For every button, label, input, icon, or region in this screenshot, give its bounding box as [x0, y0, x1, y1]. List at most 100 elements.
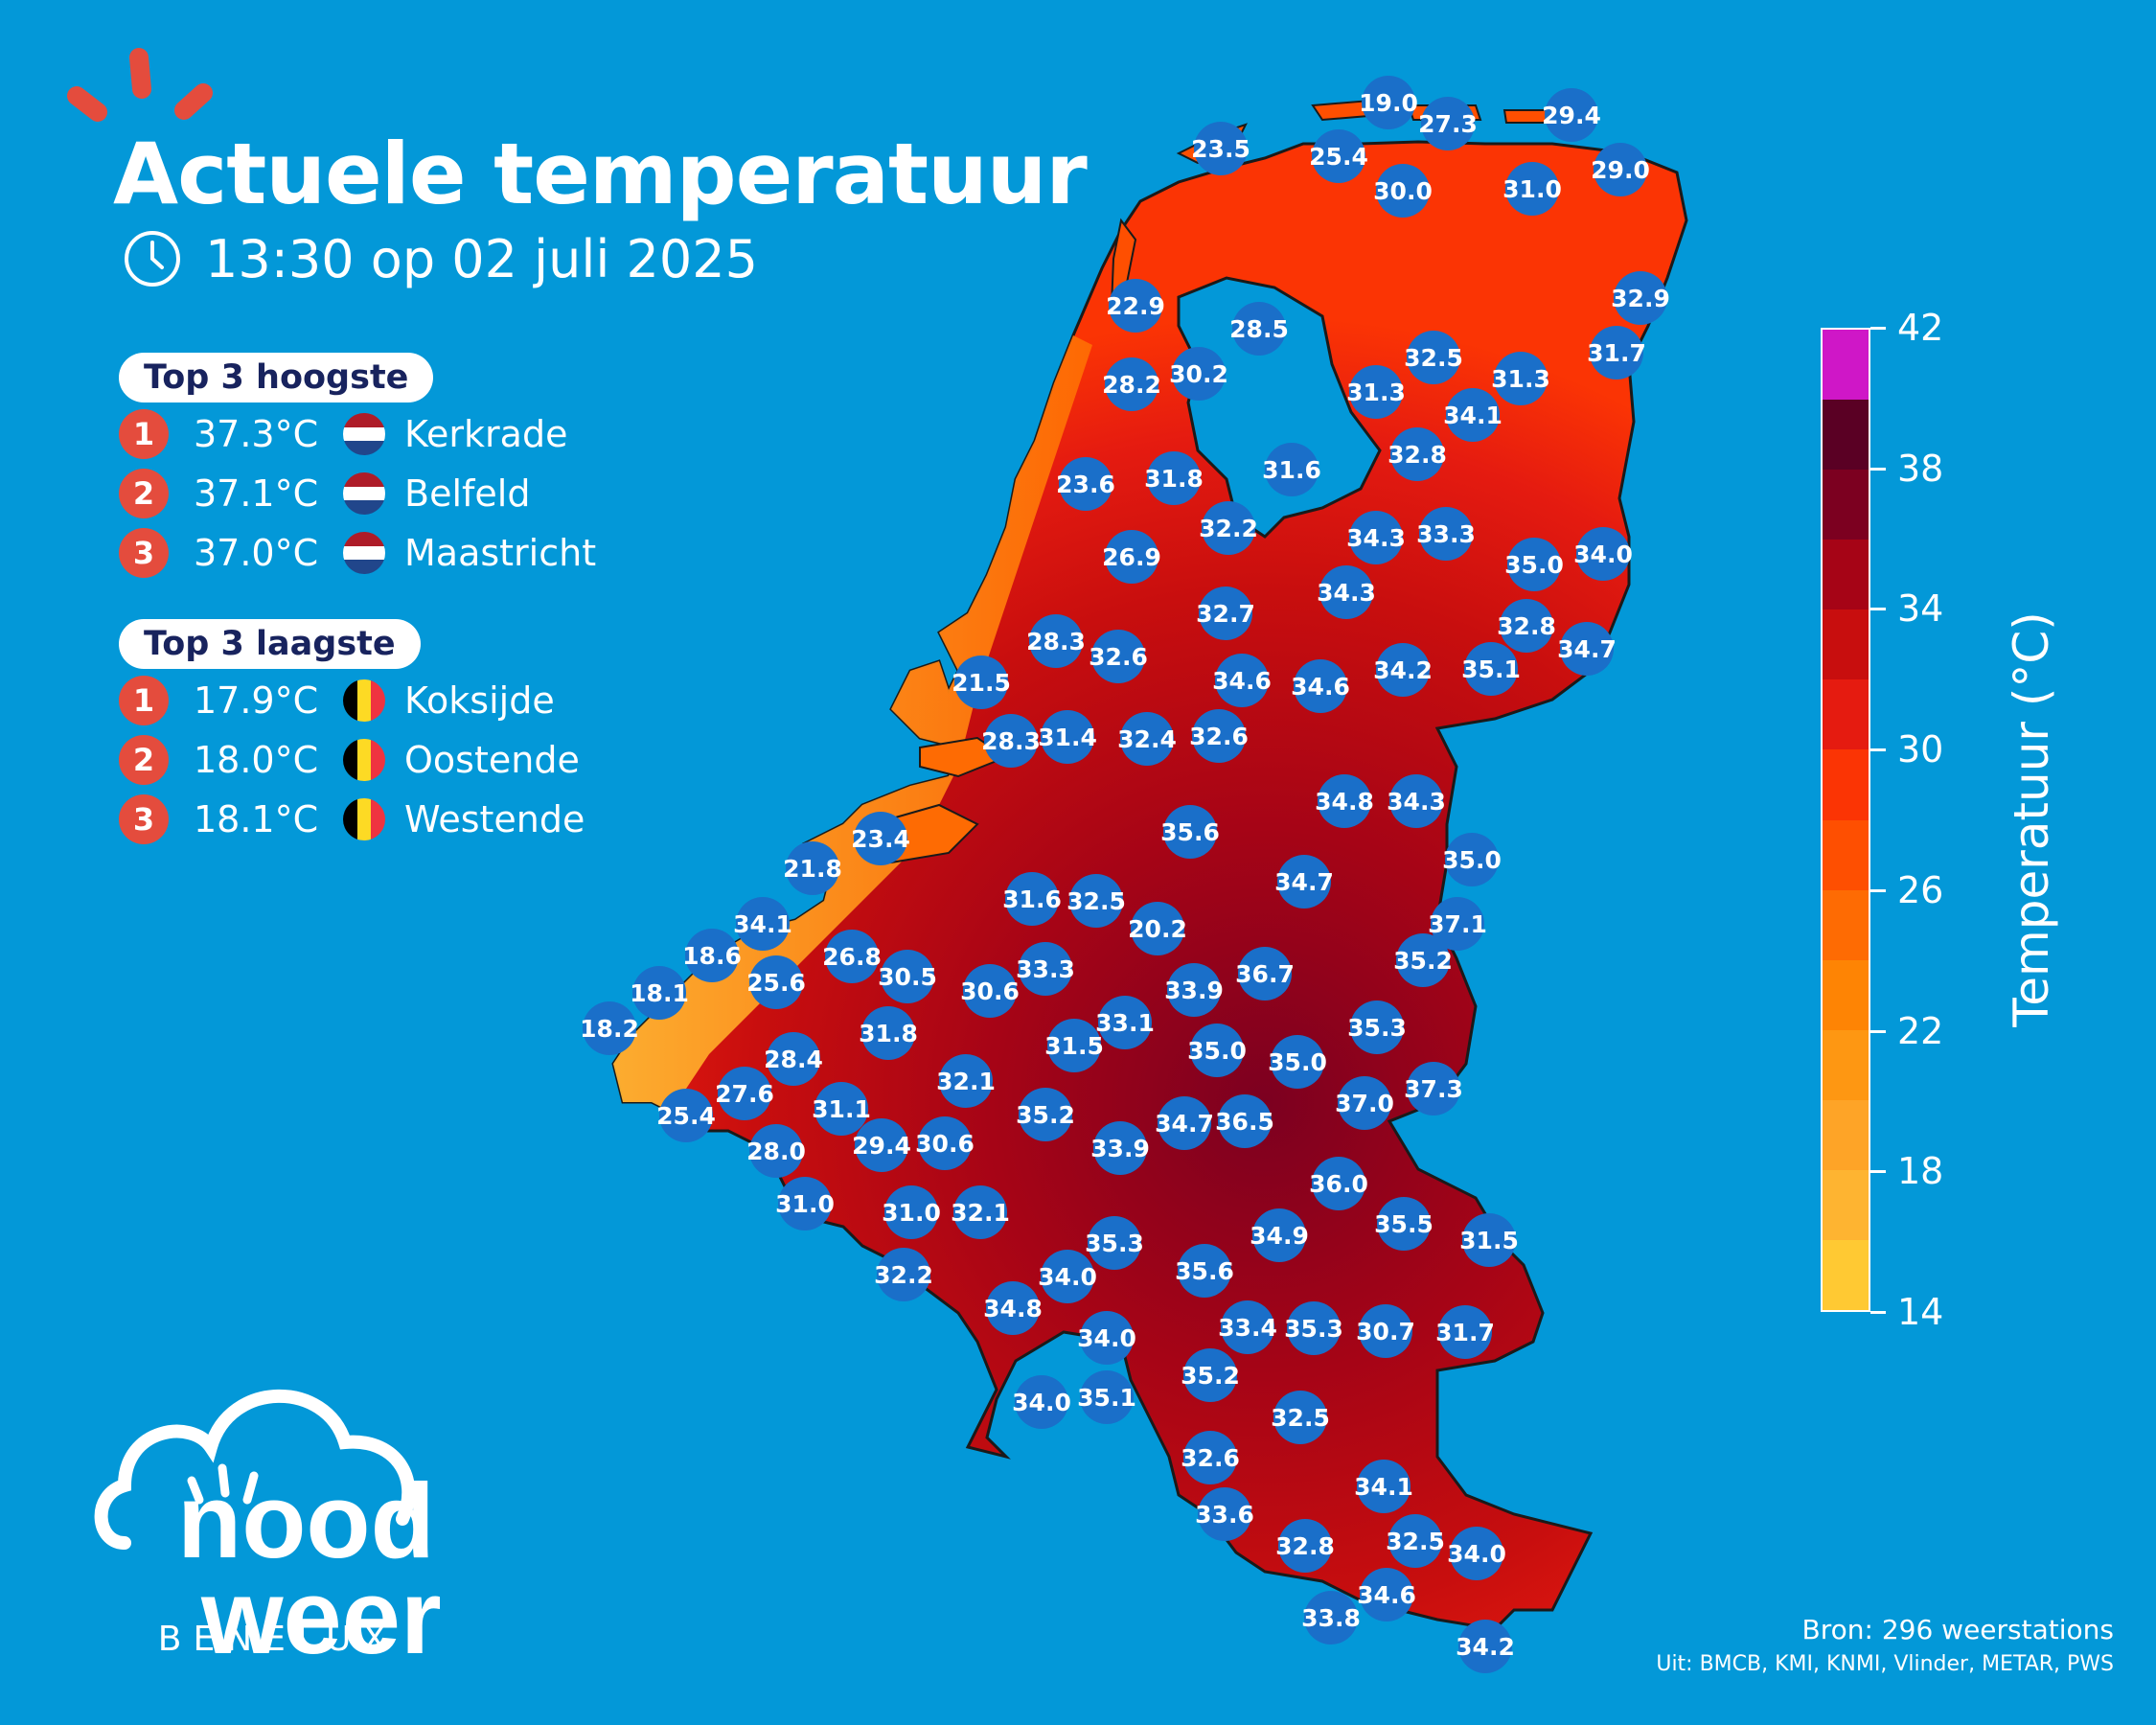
top-high-row-1: 1 37.3°C Kerkrade: [119, 404, 567, 464]
station-dot: [1109, 279, 1162, 333]
station-dot: [877, 1248, 930, 1301]
station-dot: [1362, 76, 1415, 129]
station-marker: 30.0: [1373, 164, 1433, 218]
station-marker: 31.3: [1491, 352, 1550, 405]
station-temp-label: 30.2: [1169, 360, 1228, 388]
station-dot: [1287, 1301, 1341, 1355]
legend-tick-mark: [1870, 1311, 1886, 1314]
station-marker: 32.8: [1275, 1519, 1335, 1573]
station-marker: 25.4: [656, 1089, 716, 1142]
station-marker: 32.1: [936, 1054, 996, 1108]
station-dot: [1590, 326, 1643, 380]
station-dot: [1091, 630, 1145, 683]
station-dot: [986, 1281, 1040, 1335]
station-marker: 28.3: [981, 714, 1041, 768]
station-temp-label: 32.2: [1199, 515, 1258, 542]
station-dot: [1041, 710, 1094, 764]
station-temp-label: 34.0: [1077, 1324, 1136, 1352]
station-temp-label: 34.6: [1212, 667, 1272, 695]
station-dot: [1019, 1088, 1072, 1141]
clock-icon: [125, 231, 180, 287]
station-marker: 32.8: [1497, 599, 1556, 653]
station-temp-label: 31.7: [1435, 1319, 1495, 1346]
station-dot: [855, 1118, 908, 1172]
station-marker: 31.6: [1002, 872, 1062, 926]
station-dot: [1500, 599, 1553, 653]
station-temp-label: 32.6: [1089, 643, 1148, 671]
legend-color-band: [1823, 679, 1869, 750]
legend-tick-mark: [1870, 748, 1886, 752]
station-temp-label: 23.6: [1056, 471, 1115, 498]
legend-tick-mark: [1870, 467, 1886, 471]
station-marker: 37.1: [1428, 897, 1487, 951]
station-temp-label: 35.2: [1016, 1101, 1075, 1129]
station-marker: 36.0: [1309, 1157, 1368, 1210]
legend-color-band: [1823, 470, 1869, 540]
station-temp-label: 32.7: [1196, 600, 1255, 628]
station-temp-label: 31.6: [1262, 456, 1321, 484]
station-temp-label: 31.5: [1044, 1032, 1104, 1060]
station-temp-label: 34.2: [1456, 1633, 1515, 1661]
station-dot: [1120, 712, 1174, 766]
station-marker: 34.8: [1315, 774, 1374, 828]
station-marker: 32.4: [1117, 712, 1177, 766]
legend-color-band: [1823, 819, 1869, 890]
station-temp-label: 35.0: [1442, 846, 1502, 874]
nl-flag-icon: [343, 532, 385, 574]
timestamp: 13:30 op 02 juli 2025: [123, 225, 758, 292]
station-temp-label: 34.7: [1274, 868, 1334, 896]
station-temp-label: 31.3: [1491, 365, 1550, 393]
station-dot: [939, 1054, 993, 1108]
legend-tick-mark: [1870, 888, 1886, 892]
station-marker: 33.8: [1301, 1591, 1361, 1644]
station-dot: [814, 1082, 868, 1136]
station-marker: 32.8: [1388, 427, 1447, 481]
legend-color-band: [1823, 1029, 1869, 1100]
station-marker: 29.4: [852, 1118, 911, 1172]
logo-subtitle: BENELUX: [157, 1620, 399, 1659]
rank-temp: 37.3°C: [194, 413, 319, 455]
station-dot: [659, 1089, 713, 1142]
rank-temp: 17.9°C: [194, 679, 319, 722]
station-temp-label: 32.4: [1117, 725, 1177, 753]
source-text: Bron: 296 weerstations: [1801, 1614, 2114, 1645]
top-low-row-1: 1 17.9°C Koksijde: [119, 671, 555, 730]
station-dot: [778, 1177, 832, 1230]
station-temp-label: 35.1: [1077, 1384, 1136, 1412]
station-temp-label: 32.2: [874, 1261, 933, 1289]
station-dot: [1431, 897, 1484, 951]
station-temp-label: 34.6: [1291, 673, 1350, 701]
station-marker: 35.0: [1504, 538, 1564, 591]
legend-tick-label: 14: [1897, 1291, 1944, 1333]
station-temp-label: 34.2: [1373, 656, 1433, 684]
station-dot: [1163, 805, 1217, 859]
legend-tick-label: 30: [1897, 728, 1944, 771]
legend-tick-label: 22: [1897, 1009, 1944, 1052]
station-marker: 27.3: [1418, 97, 1478, 150]
station-dot: [1183, 1348, 1237, 1402]
top-high-row-2: 2 37.1°C Belfeld: [119, 464, 530, 523]
nl-flag-icon: [343, 472, 385, 515]
legend-tick-label: 18: [1897, 1150, 1944, 1193]
station-temp-label: 31.7: [1587, 339, 1646, 367]
station-marker: 23.6: [1056, 457, 1115, 511]
station-marker: 35.6: [1175, 1244, 1234, 1298]
station-temp-label: 32.9: [1611, 285, 1670, 312]
station-dot: [1421, 97, 1475, 150]
station-marker: 34.7: [1274, 855, 1334, 908]
station-dot: [1190, 1024, 1244, 1077]
station-temp-label: 28.5: [1229, 315, 1289, 343]
station-temp-label: 23.5: [1191, 135, 1250, 163]
station-marker: 34.7: [1557, 622, 1617, 676]
station-temp-label: 34.3: [1317, 579, 1376, 607]
station-marker: 34.1: [1354, 1460, 1413, 1513]
station-temp-label: 32.5: [1404, 344, 1463, 372]
station-marker: 33.6: [1195, 1487, 1254, 1541]
station-marker: 34.2: [1456, 1620, 1515, 1673]
station-marker: 30.2: [1169, 347, 1228, 401]
station-temp-label: 29.4: [1542, 102, 1601, 129]
station-temp-label: 32.1: [951, 1199, 1010, 1227]
station-marker: 31.7: [1435, 1305, 1495, 1359]
rank-badge: 3: [119, 528, 169, 578]
